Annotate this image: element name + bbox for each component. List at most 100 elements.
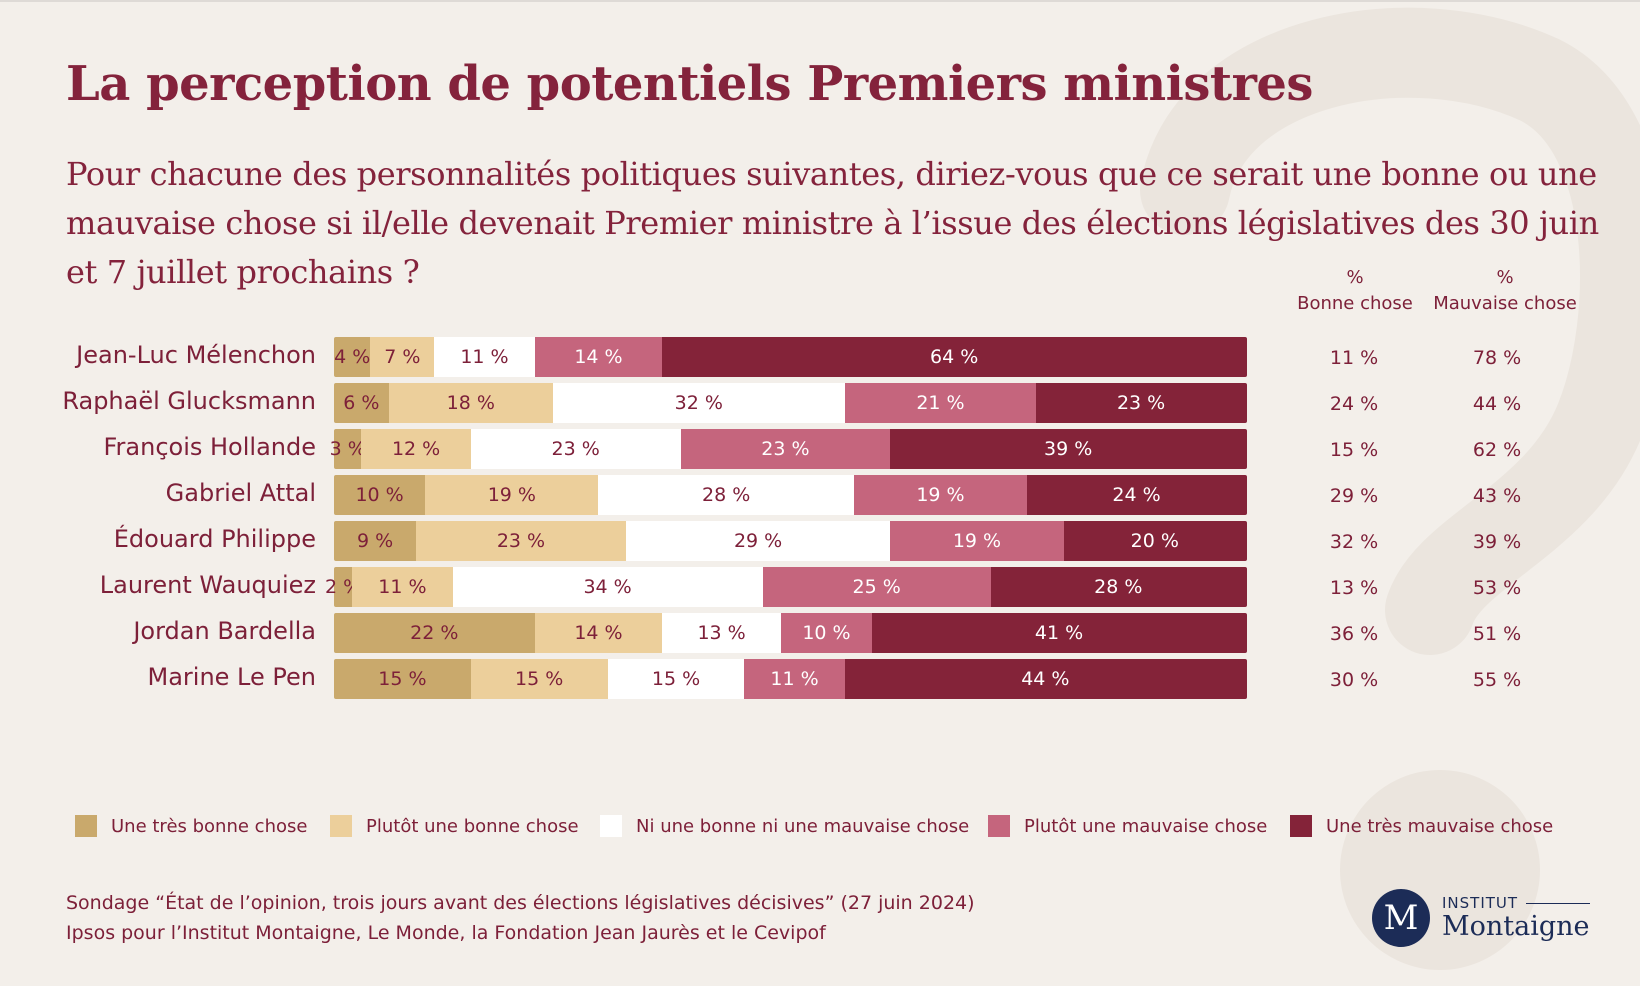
source-line-2: Ipsos pour l’Institut Montaigne, Le Mond… — [66, 922, 826, 944]
logo-top-text: INSTITUT — [1442, 894, 1519, 912]
bar-value-label: 19 % — [952, 530, 1002, 552]
bar-segment-laurent-wauquiez-1 — [334, 567, 353, 607]
bar-segment-marine-le-pen-2 — [470, 659, 609, 699]
bar-value-label: 23 % — [496, 530, 546, 552]
bar-value-label: 11 % — [378, 576, 427, 598]
mauvaise-chose-value: 43 % — [1472, 485, 1522, 507]
bar-segment-marine-le-pen-5 — [844, 659, 1247, 699]
bar-value-label: 28 % — [1094, 576, 1143, 598]
mauvaise-chose-value: 44 % — [1472, 393, 1522, 415]
bar-segment-raphael-glucksmann-3 — [552, 383, 846, 423]
source-line-1: Sondage “État de l’opinion, trois jours … — [66, 892, 975, 914]
bar-value-label: 25 % — [852, 576, 901, 598]
mauvaise-chose-value: 78 % — [1472, 347, 1522, 369]
bar-segment-edouard-philippe-2 — [416, 521, 627, 561]
bar-segment-jean-luc-melenchon-4 — [534, 337, 663, 377]
bar-segment-jean-luc-melenchon-1 — [334, 337, 372, 377]
bar-value-label: 9 % — [356, 530, 394, 552]
bar-segment-gabriel-attal-2 — [425, 475, 600, 515]
bonne-chose-value: 36 % — [1329, 623, 1379, 645]
bar-segment-jordan-bardella-4 — [780, 613, 873, 653]
legend-item-4: Plutôt une mauvaise chose — [988, 812, 1267, 840]
bar-value-label: 3 % — [329, 438, 366, 460]
bar-segment-gabriel-attal-1 — [334, 475, 426, 515]
legend-swatch — [1290, 815, 1312, 837]
mauvaise-chose-value: 39 % — [1472, 531, 1522, 553]
bar-segment-jordan-bardella-3 — [662, 613, 782, 653]
legend-swatch — [75, 815, 97, 837]
bar-segment-gabriel-attal-5 — [1027, 475, 1247, 515]
bar-segment-laurent-wauquiez-4 — [762, 567, 992, 607]
bar-value-label: 7 % — [384, 346, 421, 368]
bar-segment-jordan-bardella-5 — [872, 613, 1247, 653]
bar-value-label: 20 % — [1130, 530, 1179, 552]
bar-segment-edouard-philippe-4 — [890, 521, 1065, 561]
bar-value-label: 19 % — [487, 484, 536, 506]
bar-value-label: 23 % — [1116, 392, 1166, 414]
bar-segment-laurent-wauquiez-2 — [352, 567, 454, 607]
bar-value-label: 15 % — [515, 668, 564, 690]
bar-segment-jordan-bardella-2 — [534, 613, 663, 653]
bar-segment-marine-le-pen-1 — [334, 659, 472, 699]
bar-segment-francois-hollande-3 — [470, 429, 682, 469]
column-header-mauvaise-label: Mauvaise chose — [1433, 293, 1577, 314]
bar-value-label: 14 % — [574, 346, 623, 368]
legend-label: Ni une bonne ni une mauvaise chose — [636, 815, 970, 837]
bar-value-label: 21 % — [916, 392, 965, 414]
chart-subtitle: Pour chacune des personnalités politique… — [66, 155, 1599, 291]
bar-segment-laurent-wauquiez-3 — [452, 567, 764, 607]
row-label-edouard-philippe: Édouard Philippe — [113, 525, 316, 553]
institut-montaigne-logo: M INSTITUT Montaigne — [1372, 889, 1591, 947]
row-label-gabriel-attal: Gabriel Attal — [165, 479, 316, 507]
legend-swatch — [330, 815, 352, 837]
bar-segment-marine-le-pen-4 — [744, 659, 846, 699]
bar-segment-jean-luc-melenchon-5 — [662, 337, 1247, 377]
bar-value-label: 24 % — [1112, 484, 1161, 506]
source-note: Sondage “État de l’opinion, trois jours … — [66, 888, 975, 948]
bar-value-label: 11 % — [460, 346, 509, 368]
bonne-chose-value: 24 % — [1329, 393, 1379, 415]
legend-item-3: Ni une bonne ni une mauvaise chose — [600, 812, 969, 840]
legend-item-1: Une très bonne chose — [75, 812, 307, 840]
legend-item-2: Plutôt une bonne chose — [330, 812, 579, 840]
legend-item-5: Une très mauvaise chose — [1290, 812, 1553, 840]
top-border — [0, 0, 1640, 2]
legend-label: Une très mauvaise chose — [1326, 815, 1554, 837]
bar-value-label: 23 % — [761, 438, 810, 460]
bar-segment-gabriel-attal-3 — [598, 475, 855, 515]
bar-value-label: 39 % — [1044, 438, 1093, 460]
bar-segment-francois-hollande-2 — [361, 429, 472, 469]
bar-value-label: 22 % — [410, 622, 459, 644]
column-header-bonne-unit: % — [1346, 267, 1364, 288]
column-header-bonne-chose: % Bonne chose — [1280, 265, 1430, 317]
bar-segment-edouard-philippe-1 — [334, 521, 417, 561]
mauvaise-chose-value: 55 % — [1472, 669, 1522, 691]
bar-value-label: 28 % — [702, 484, 751, 506]
bar-value-label: 12 % — [391, 438, 441, 460]
mauvaise-chose-value: 53 % — [1472, 577, 1522, 599]
bar-segment-gabriel-attal-4 — [853, 475, 1028, 515]
logo-bottom-text: Montaigne — [1442, 911, 1590, 942]
bar-value-label: 10 % — [802, 622, 851, 644]
bar-value-label: 13 % — [697, 622, 746, 644]
bar-value-label: 41 % — [1034, 622, 1084, 644]
bar-value-label: 6 % — [343, 392, 380, 414]
bar-segment-edouard-philippe-5 — [1063, 521, 1247, 561]
bar-segment-jean-luc-melenchon-2 — [370, 337, 435, 377]
bar-segment-francois-hollande-4 — [680, 429, 891, 469]
row-label-francois-hollande: François Hollande — [103, 433, 316, 461]
legend-label: Une très bonne chose — [111, 815, 308, 837]
bar-value-label: 14 % — [574, 622, 623, 644]
bar-segment-laurent-wauquiez-5 — [990, 567, 1247, 607]
row-label-marine-le-pen: Marine Le Pen — [147, 663, 317, 691]
bar-segment-edouard-philippe-3 — [625, 521, 891, 561]
bar-value-label: 18 % — [446, 392, 495, 414]
logo-mark: M — [1372, 889, 1430, 947]
bar-segment-raphael-glucksmann-4 — [844, 383, 1037, 423]
bar-value-label: 64 % — [930, 346, 979, 368]
bar-value-label: 44 % — [1021, 668, 1070, 690]
row-label-jordan-bardella: Jordan Bardella — [133, 617, 316, 645]
bar-value-label: 10 % — [355, 484, 404, 506]
bar-segment-marine-le-pen-3 — [607, 659, 745, 699]
bar-segment-raphael-glucksmann-5 — [1036, 383, 1247, 423]
